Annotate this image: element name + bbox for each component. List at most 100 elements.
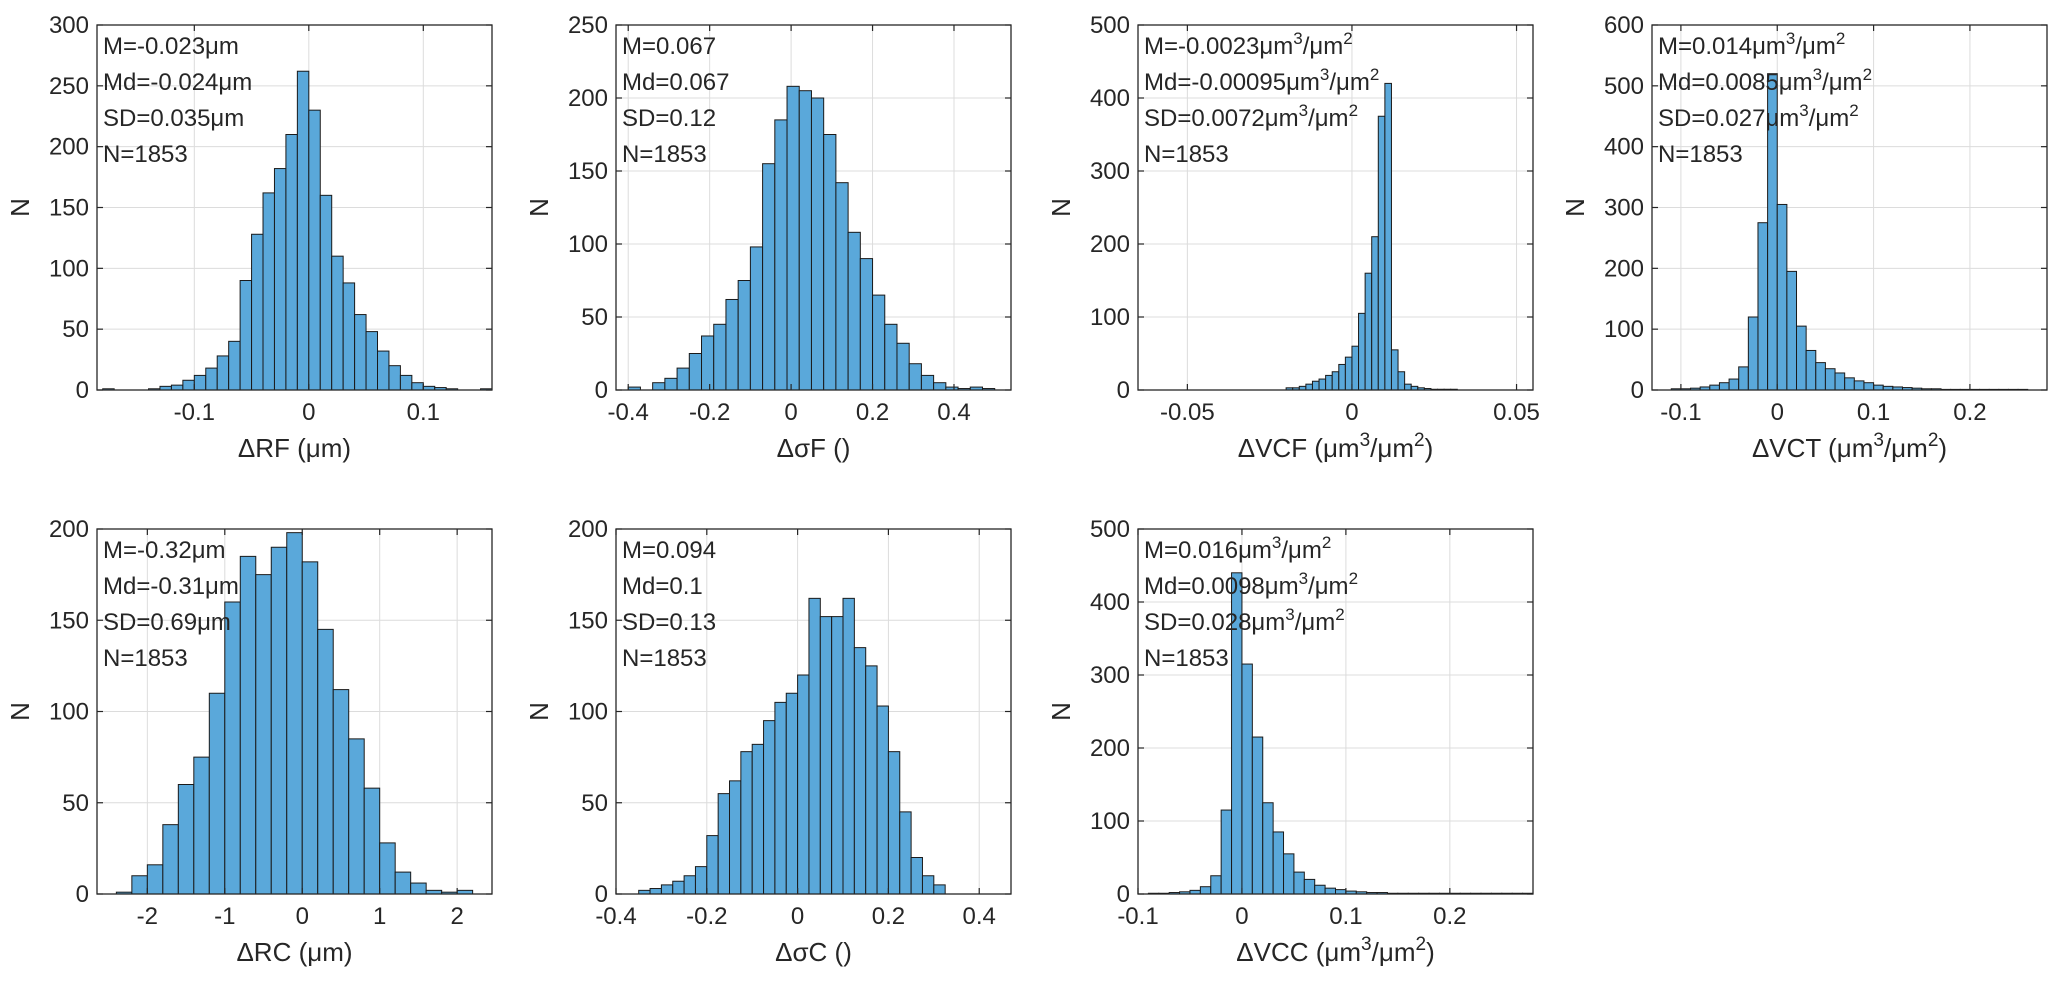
y-tick-label: 0 bbox=[1117, 377, 1130, 404]
stat-annotation: M=0.094 bbox=[622, 537, 716, 564]
stat-annotation: SD=0.12 bbox=[622, 105, 716, 132]
stat-annotation: M=-0.0023μm3/μm2 bbox=[1144, 29, 1353, 60]
histogram-bar bbox=[729, 780, 742, 895]
y-tick-label: 200 bbox=[1090, 735, 1130, 762]
histogram-bar bbox=[1251, 736, 1264, 895]
histogram-bar bbox=[1863, 382, 1875, 391]
histogram-bar bbox=[1371, 236, 1379, 391]
histogram-bar bbox=[1303, 878, 1316, 895]
y-axis-label: N bbox=[524, 702, 554, 721]
y-tick-label: 300 bbox=[1604, 195, 1644, 222]
histogram-bar bbox=[1318, 378, 1327, 391]
histogram-bar bbox=[286, 532, 303, 895]
stat-annotation: N=1853 bbox=[1144, 141, 1229, 168]
histogram-bar bbox=[920, 374, 935, 391]
histogram-bar bbox=[1824, 368, 1836, 391]
histogram-bar bbox=[1335, 889, 1347, 895]
histogram-bar bbox=[379, 842, 396, 895]
stat-annotation: M=0.014μm3/μm2 bbox=[1658, 29, 1845, 60]
histogram-bar bbox=[865, 665, 878, 895]
histogram-bar bbox=[737, 280, 751, 391]
histogram-panel-6: -0.4 -0.2 0 0.2 0.4 0 50 100 150 200 ΔσC () N M=0.09… bbox=[524, 516, 1012, 967]
y-tick-label: 300 bbox=[49, 12, 89, 39]
histogram-bar bbox=[751, 743, 765, 895]
x-tick-label: 0 bbox=[1235, 903, 1248, 930]
histogram-bar bbox=[1272, 831, 1285, 895]
stat-annotation: SD=0.028μm3/μm2 bbox=[1144, 605, 1345, 636]
histogram-bar bbox=[342, 282, 356, 391]
x-axis-label: ΔσC () bbox=[775, 937, 852, 967]
histogram-bar bbox=[394, 871, 412, 895]
histogram-bar bbox=[884, 323, 898, 391]
histogram-bar bbox=[1718, 382, 1730, 391]
y-tick-label: 200 bbox=[568, 516, 608, 543]
x-tick-label: 0.2 bbox=[872, 903, 905, 930]
histogram-bar bbox=[348, 738, 365, 895]
histogram-bar bbox=[239, 280, 253, 391]
histogram-bar bbox=[354, 314, 367, 391]
x-tick-label: 0.1 bbox=[407, 399, 440, 426]
x-tick-label: 1 bbox=[373, 903, 386, 930]
x-tick-label: 0 bbox=[302, 399, 315, 426]
stat-annotation: Md=0.067 bbox=[622, 69, 729, 96]
histogram-bar bbox=[1324, 887, 1336, 895]
histogram-bar bbox=[1805, 349, 1817, 391]
x-tick-label: 0 bbox=[1771, 399, 1784, 426]
y-tick-label: 400 bbox=[1604, 134, 1644, 161]
y-tick-label: 250 bbox=[49, 73, 89, 100]
histogram-bar bbox=[301, 561, 319, 895]
stat-annotation: N=1853 bbox=[1144, 645, 1229, 672]
y-tick-label: 600 bbox=[1604, 12, 1644, 39]
histogram-bar bbox=[808, 597, 821, 895]
histogram-bar bbox=[660, 884, 674, 895]
histogram-bar bbox=[676, 367, 690, 391]
y-tick-label: 500 bbox=[1090, 12, 1130, 39]
x-tick-label: -0.1 bbox=[1660, 399, 1701, 426]
histogram-bar bbox=[410, 882, 427, 895]
histogram-bar bbox=[921, 875, 935, 895]
histogram-bar bbox=[1314, 884, 1326, 895]
stat-annotation: M=-0.32μm bbox=[103, 537, 226, 564]
histogram-bar bbox=[1344, 356, 1353, 391]
histogram-bar bbox=[664, 377, 678, 391]
y-tick-label: 200 bbox=[1604, 255, 1644, 282]
y-tick-label: 200 bbox=[49, 516, 89, 543]
stat-annotation: Md=-0.00095μm3/μm2 bbox=[1144, 65, 1379, 96]
histogram-bar bbox=[1757, 222, 1769, 391]
histogram-bar bbox=[1241, 663, 1253, 895]
y-tick-label: 0 bbox=[76, 377, 89, 404]
x-tick-label: 0.4 bbox=[937, 399, 970, 426]
x-tick-label: -0.05 bbox=[1160, 399, 1215, 426]
axes-box bbox=[1137, 24, 1534, 391]
histogram-bar bbox=[131, 875, 148, 895]
histogram-bar bbox=[331, 255, 344, 391]
y-tick-label: 0 bbox=[1631, 377, 1644, 404]
histogram-bar bbox=[285, 134, 298, 391]
y-tick-label: 100 bbox=[568, 699, 608, 726]
histogram-bar bbox=[876, 705, 889, 895]
histogram-bar bbox=[652, 382, 666, 391]
histogram-bar bbox=[228, 340, 241, 391]
x-tick-label: -0.2 bbox=[689, 399, 730, 426]
y-tick-label: 100 bbox=[49, 255, 89, 282]
x-axis-label: ΔVCC (μm3/μm2) bbox=[1236, 934, 1435, 967]
y-tick-label: 150 bbox=[49, 607, 89, 634]
stat-annotation: Md=-0.31μm bbox=[103, 573, 239, 600]
histogram-bar bbox=[797, 674, 810, 895]
y-tick-label: 500 bbox=[1604, 73, 1644, 100]
histogram-bar bbox=[831, 616, 844, 895]
histogram-bar bbox=[182, 379, 195, 391]
x-tick-label: -0.4 bbox=[608, 399, 649, 426]
histogram-bar bbox=[1776, 203, 1788, 391]
y-axis-label: N bbox=[5, 702, 35, 721]
histogram-bar bbox=[216, 355, 230, 391]
histogram-bar bbox=[1325, 374, 1333, 391]
histogram-bar bbox=[270, 546, 288, 895]
y-tick-label: 100 bbox=[49, 699, 89, 726]
x-tick-label: 0.2 bbox=[1433, 903, 1466, 930]
histogram-bar bbox=[1377, 115, 1386, 391]
x-tick-label: 0.1 bbox=[1857, 399, 1890, 426]
histogram-panel-4: -0.1 0 0.1 0.2 0 100 200 300 400 500 600 ΔVCT (μm3/… bbox=[1560, 12, 2048, 463]
x-axis-label: ΔVCT (μm3/μm2) bbox=[1752, 430, 1947, 463]
